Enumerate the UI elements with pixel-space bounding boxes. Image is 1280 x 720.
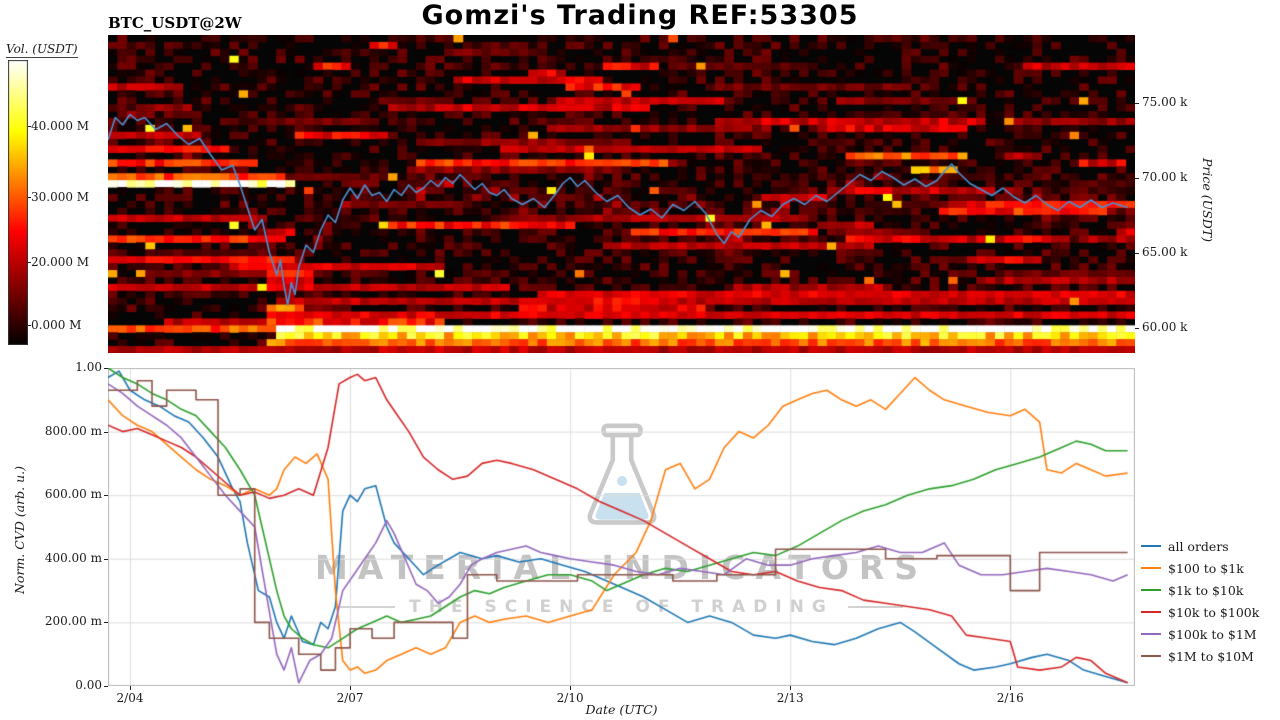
cvd-y-tick-label: 0.00 <box>75 678 102 692</box>
price-tick-mark <box>1135 102 1139 104</box>
legend-swatch <box>1141 611 1161 613</box>
cvd-x-tick-mark <box>790 686 792 690</box>
symbol-label: BTC_USDT@2W <box>108 14 242 32</box>
colorbar-tick-mark <box>28 262 31 264</box>
colorbar-tick-label: 40.000 M <box>31 118 90 133</box>
liquidity-heatmap-chart <box>108 35 1135 353</box>
price-tick-mark <box>1135 252 1139 254</box>
legend-swatch <box>1141 589 1161 591</box>
cvd-y-tick-mark <box>104 495 108 497</box>
cvd-y-tick-label: 600.00 m <box>44 487 102 502</box>
cvd-y-tick-label: 1.00 <box>75 360 102 374</box>
colorbar-label: Vol. (USDT) <box>6 42 78 58</box>
price-axis-label: Price (USDT) <box>1200 158 1215 242</box>
colorbar-tick-label: 20.000 M <box>31 255 90 270</box>
colorbar-tick-mark <box>28 325 31 327</box>
cvd-x-tick-mark <box>1010 686 1012 690</box>
legend-label: $100 to $1k <box>1168 560 1244 576</box>
price-tick-label: 70.00 k <box>1142 169 1188 184</box>
page-title: Gomzi's Trading REF:53305 <box>421 0 859 31</box>
cvd-x-tick-label: 2/16 <box>996 691 1024 705</box>
cvd-x-tick-label: 2/10 <box>556 691 584 705</box>
legend-label: $1M to $10M <box>1168 648 1254 664</box>
legend-item: $1k to $10k <box>1141 582 1259 598</box>
cvd-y-tick-mark <box>104 431 108 433</box>
cvd-y-tick-label: 200.00 m <box>44 614 102 629</box>
colorbar-tick-label: 0.000 M <box>31 318 82 333</box>
legend-item: $100k to $1M <box>1141 626 1259 642</box>
cvd-y-tick-mark <box>104 686 108 687</box>
cvd-x-tick-mark <box>350 686 352 690</box>
cvd-x-tick-label: 2/04 <box>116 691 144 705</box>
legend-label: $10k to $100k <box>1168 604 1260 620</box>
colorbar-tick-label: 30.000 M <box>31 189 90 204</box>
legend-item: all orders <box>1141 538 1259 554</box>
colorbar-tick-mark <box>28 196 31 198</box>
legend-label: $1k to $10k <box>1168 582 1244 598</box>
volume-colorbar <box>8 60 28 345</box>
legend-swatch <box>1141 567 1161 569</box>
cvd-x-tick-mark <box>130 686 131 690</box>
cvd-x-tick-label: 2/13 <box>776 691 804 705</box>
cvd-line-chart <box>108 368 1135 686</box>
price-tick-label: 60.00 k <box>1142 319 1188 334</box>
legend: all orders $100 to $1k $1k to $10k $10k to … <box>1141 538 1259 664</box>
cvd-y-tick-label: 800.00 m <box>44 423 102 438</box>
legend-swatch <box>1141 633 1161 635</box>
price-tick-label: 65.00 k <box>1142 244 1188 259</box>
legend-item: $1M to $10M <box>1141 648 1259 664</box>
cvd-y-tick-mark <box>104 368 108 369</box>
price-tick-label: 75.00 k <box>1142 94 1188 109</box>
price-tick-mark <box>1135 177 1139 179</box>
cvd-y-tick-mark <box>104 622 108 624</box>
legend-item: $100 to $1k <box>1141 560 1259 576</box>
cvd-x-tick-label: 2/07 <box>336 691 364 705</box>
cvd-y-tick-mark <box>104 558 108 560</box>
cvd-x-tick-mark <box>570 686 572 690</box>
legend-label: $100k to $1M <box>1168 626 1257 642</box>
cvd-x-axis-label: Date (UTC) <box>585 702 658 717</box>
legend-swatch <box>1141 655 1161 657</box>
colorbar-tick-mark <box>28 125 31 127</box>
legend-label: all orders <box>1168 538 1229 554</box>
legend-item: $10k to $100k <box>1141 604 1259 620</box>
price-tick-mark <box>1135 327 1139 329</box>
legend-swatch <box>1141 545 1161 547</box>
cvd-y-tick-label: 400.00 m <box>44 550 102 565</box>
cvd-y-axis-label: Norm. CVD (arb. u.) <box>12 466 27 594</box>
